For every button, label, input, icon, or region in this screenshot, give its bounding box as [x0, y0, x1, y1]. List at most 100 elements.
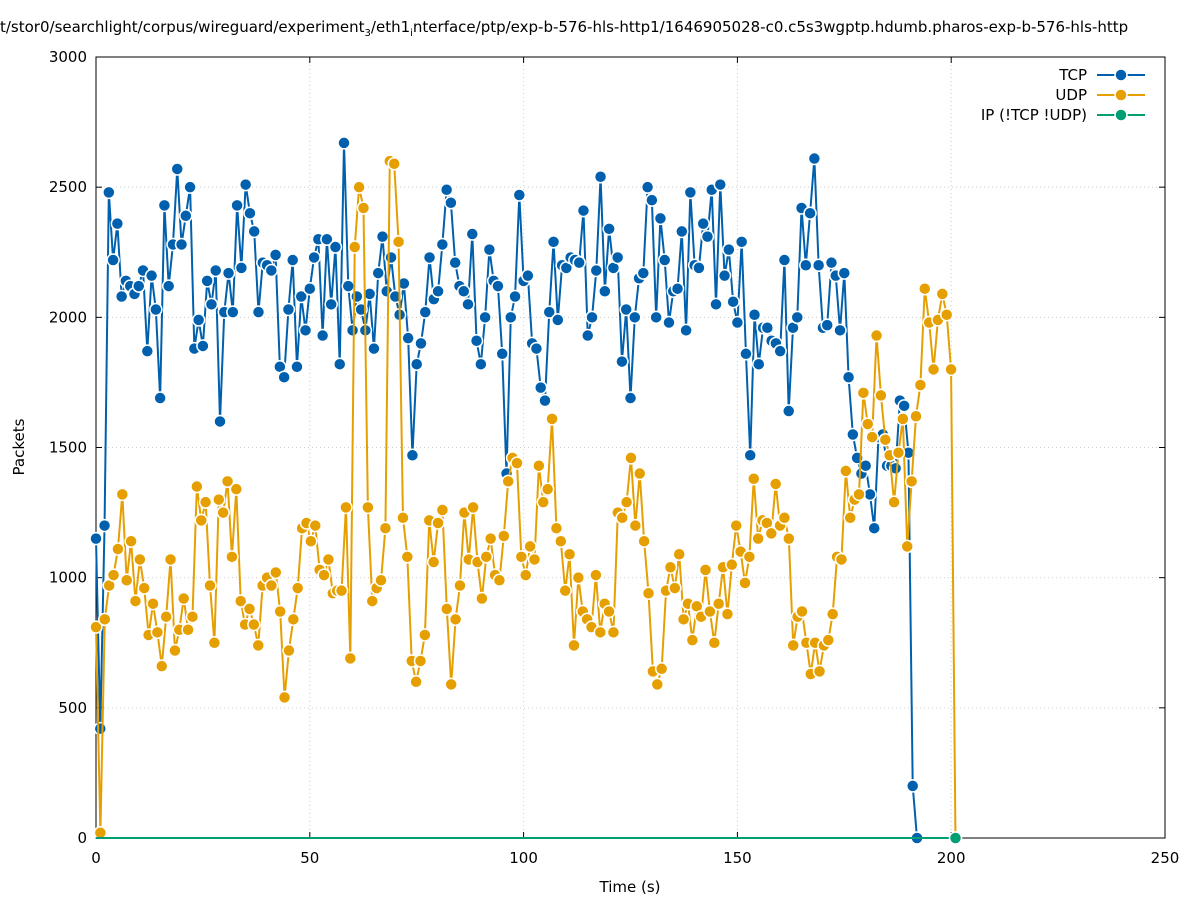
udp-point	[878, 432, 893, 447]
tcp-point	[345, 323, 360, 338]
udp-point	[518, 568, 533, 582]
udp-point	[128, 594, 143, 608]
udp-point	[413, 654, 428, 668]
tcp-point	[226, 305, 240, 319]
udp-point	[225, 550, 239, 564]
tcp-point	[114, 289, 129, 304]
tcp-point	[414, 336, 428, 351]
udp-point	[549, 521, 564, 535]
tcp-point	[551, 313, 565, 327]
udp-point	[944, 362, 958, 377]
tcp-point	[692, 261, 706, 275]
tcp-point	[717, 268, 732, 283]
tcp-point	[598, 284, 612, 299]
legend-marker-ip-tcp-udp	[1114, 108, 1128, 122]
tcp-point	[739, 347, 753, 361]
udp-point	[545, 412, 559, 426]
udp-point	[891, 445, 906, 460]
legend-marker-tcp	[1114, 68, 1128, 82]
tcp-point	[474, 357, 488, 371]
udp-point	[431, 516, 445, 530]
udp-point	[685, 633, 700, 647]
udp-point	[203, 578, 217, 593]
tcp-point	[110, 216, 125, 231]
tcp-point	[140, 344, 155, 358]
udp-point	[185, 609, 200, 624]
x-axis-label: Time (s)	[599, 878, 661, 896]
udp-point	[523, 539, 537, 554]
tcp-point	[670, 281, 685, 296]
udp-point	[137, 581, 151, 595]
udp-point	[444, 677, 458, 692]
udp-point	[391, 235, 406, 249]
udp-point	[479, 550, 494, 564]
udp-point	[904, 474, 919, 489]
tcp-point	[93, 721, 108, 736]
tcp-point	[234, 261, 249, 275]
udp-point	[181, 622, 195, 637]
tcp-point	[863, 487, 877, 502]
tcp-point	[132, 279, 146, 293]
tcp-point	[341, 279, 356, 293]
tcp-point	[350, 289, 364, 304]
legend-label-ip-tcp-udp: IP (!TCP !UDP)	[981, 106, 1087, 124]
y-axis-label: Packets	[10, 418, 28, 475]
udp-point	[453, 578, 467, 593]
udp-point	[290, 581, 305, 595]
udp-point	[93, 826, 108, 840]
udp-point	[356, 201, 371, 215]
udp-point	[935, 287, 950, 301]
udp-point	[168, 643, 182, 658]
tcp-point	[773, 344, 787, 358]
legend: TCP UDP IP (!TCP !UDP)	[981, 66, 1145, 124]
tcp-point	[640, 180, 655, 194]
udp-point	[212, 492, 226, 507]
chart-title: t/stor0/searchlight/corpus/wireguard/exp…	[0, 18, 1128, 39]
tcp-point	[221, 266, 236, 280]
udp-point	[163, 552, 178, 567]
udp-point	[396, 511, 410, 525]
udp-point	[409, 675, 423, 689]
tcp-point	[149, 302, 163, 317]
udp-point	[347, 240, 362, 254]
tcp-point	[448, 255, 462, 270]
tcp-point	[504, 310, 518, 325]
udp-point	[216, 505, 230, 520]
tcp-point	[538, 393, 552, 408]
udp-point	[475, 591, 489, 606]
tcp-point	[700, 229, 715, 244]
udp-point	[926, 362, 941, 377]
title-part: t/stor0/searchlight/corpus/wireguard/exp…	[0, 18, 365, 36]
udp-point	[251, 638, 265, 653]
tcp-point	[653, 211, 668, 226]
tcp-point	[200, 274, 214, 288]
udp-point	[106, 568, 121, 582]
y-tick-label: 2500	[49, 178, 87, 196]
tcp-point	[730, 315, 745, 330]
udp-point	[786, 638, 800, 653]
tcp-point	[846, 427, 860, 442]
tcp-point	[743, 448, 757, 463]
tcp-point	[375, 229, 390, 244]
udp-point	[339, 500, 353, 515]
tcp-point	[161, 279, 176, 293]
udp-point	[913, 378, 928, 392]
tcp-point	[760, 320, 775, 335]
udp-point	[343, 651, 358, 666]
tcp-point	[153, 391, 167, 405]
tcp-point	[722, 242, 736, 257]
tcp-point	[418, 305, 433, 319]
tcp-point	[790, 310, 805, 325]
tcp-point	[905, 779, 920, 793]
udp-point	[304, 534, 318, 548]
tcp-point	[675, 224, 689, 239]
tcp-point	[478, 310, 492, 325]
udp-point	[672, 547, 686, 561]
tcp-point	[384, 250, 398, 265]
y-tick-label: 2000	[49, 308, 87, 326]
udp-point	[725, 557, 739, 572]
tcp-point	[580, 328, 595, 343]
tcp-point	[303, 281, 317, 296]
x-tick-label: 150	[723, 849, 752, 867]
udp-point	[567, 638, 581, 653]
